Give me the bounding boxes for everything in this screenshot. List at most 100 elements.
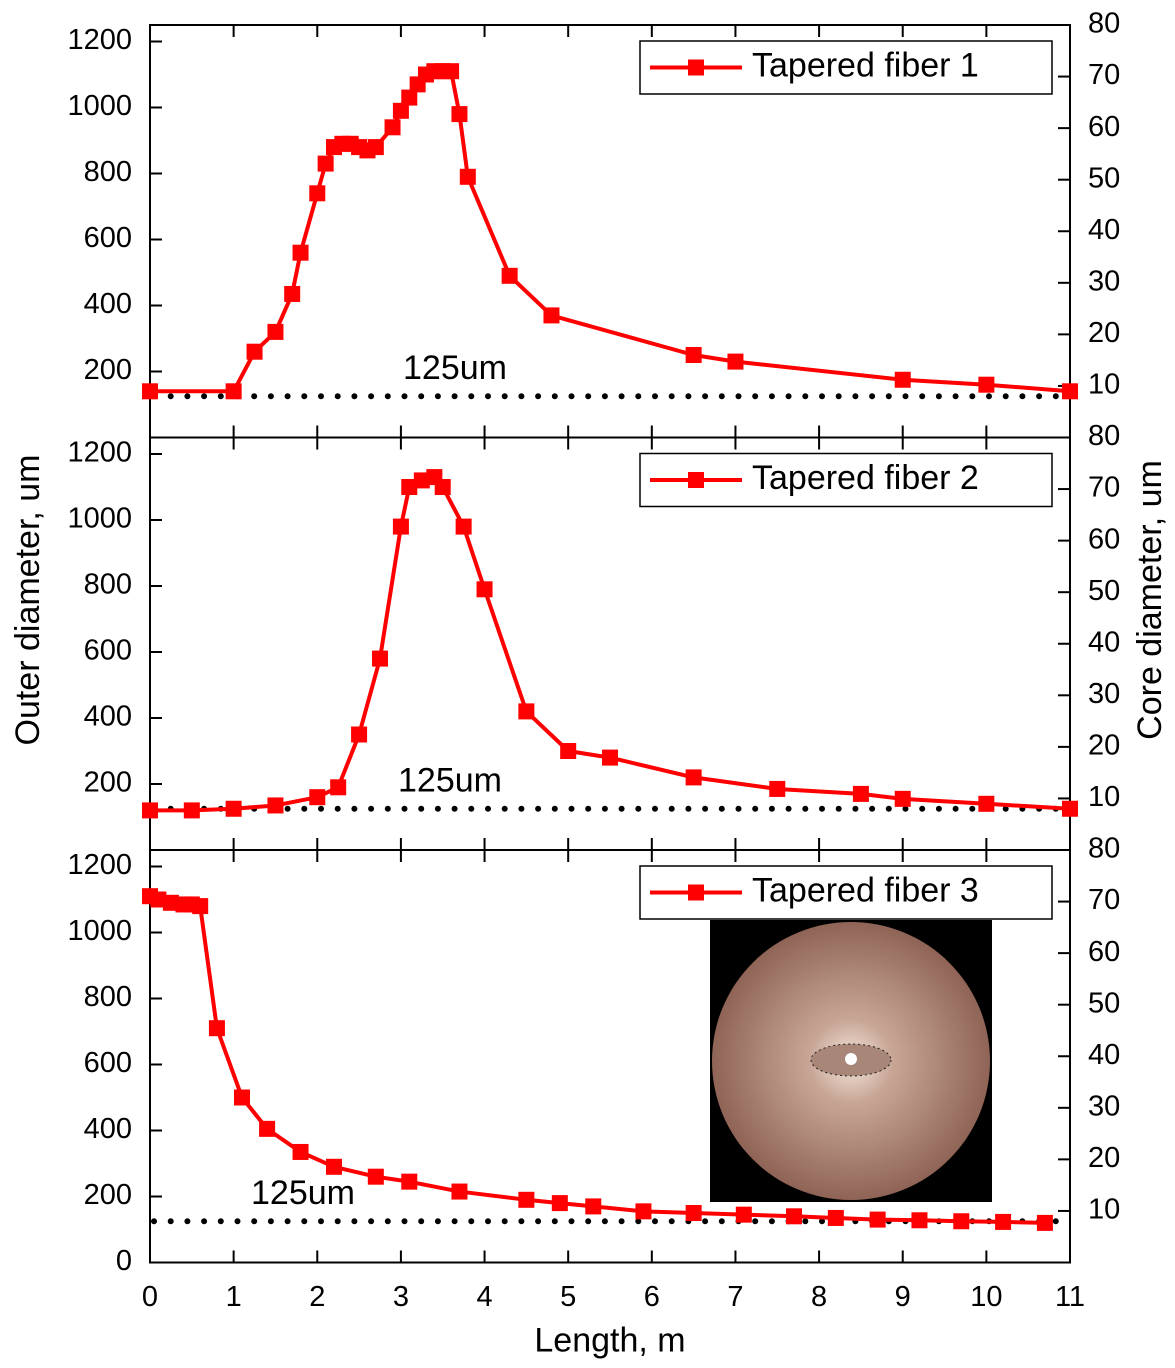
y-tick-label: 400 <box>84 701 132 733</box>
y2-tick-label: 60 <box>1088 111 1120 143</box>
legend-label: Tapered fiber 2 <box>752 459 979 497</box>
y2-tick-label: 30 <box>1088 265 1120 297</box>
reference-label: 125um <box>403 349 507 387</box>
data-point <box>150 891 167 908</box>
y2-tick-label: 70 <box>1088 472 1120 504</box>
data-point <box>685 1205 702 1221</box>
inset-photo <box>710 920 992 1202</box>
legend-marker <box>688 472 704 488</box>
reference-label: 125um <box>251 1174 355 1212</box>
data-point <box>267 797 284 814</box>
y-tick-label: 200 <box>84 767 132 799</box>
y-tick-label: 800 <box>84 981 132 1013</box>
data-point <box>518 1191 535 1208</box>
data-point <box>434 479 451 495</box>
data-point <box>401 479 418 495</box>
x-tick-label: 11 <box>1055 1281 1085 1313</box>
y-tick-label: 0 <box>116 1245 132 1277</box>
x-tick-label: 8 <box>811 1281 827 1313</box>
y2-tick-label: 50 <box>1088 987 1120 1019</box>
data-point <box>246 343 263 360</box>
data-point <box>735 1206 752 1223</box>
x-tick-label: 10 <box>970 1281 1002 1313</box>
x-tick-label: 6 <box>644 1281 660 1313</box>
data-point <box>685 769 702 786</box>
y2-tick-label: 40 <box>1088 214 1120 246</box>
data-point <box>911 1212 928 1229</box>
x-tick-label: 3 <box>393 1281 409 1313</box>
data-point <box>1062 383 1078 400</box>
data-point <box>292 1143 309 1160</box>
y2-tick-label: 30 <box>1088 1090 1120 1122</box>
data-point <box>455 518 472 535</box>
data-point <box>392 102 409 119</box>
legend-marker <box>688 884 704 901</box>
legend-label: Tapered fiber 3 <box>752 871 979 909</box>
y2-tick-label: 10 <box>1088 369 1120 401</box>
fiber-center <box>845 1053 857 1065</box>
y-tick-label: 1000 <box>67 503 132 535</box>
x-tick-label: 9 <box>895 1281 911 1313</box>
y-tick-label: 400 <box>84 288 132 320</box>
legend-label: Tapered fiber 1 <box>752 46 979 84</box>
data-point <box>317 155 334 172</box>
data-point <box>267 323 284 340</box>
x-tick-label: 7 <box>727 1281 743 1313</box>
data-point <box>443 63 460 80</box>
data-point <box>635 1203 652 1220</box>
data-point <box>309 789 326 806</box>
data-point <box>1036 1214 1053 1231</box>
data-point <box>953 1213 970 1230</box>
data-point <box>769 780 786 797</box>
data-point <box>384 119 401 136</box>
data-point <box>543 307 560 324</box>
data-point <box>292 244 309 261</box>
data-point <box>451 106 468 123</box>
data-point <box>852 785 869 802</box>
data-point <box>225 383 242 400</box>
data-point <box>459 168 476 185</box>
y-tick-label: 800 <box>84 569 132 601</box>
data-point <box>367 1168 384 1185</box>
y2-tick-label: 40 <box>1088 626 1120 658</box>
y-tick-label: 800 <box>84 156 132 188</box>
data-point <box>685 347 702 363</box>
data-point <box>225 800 242 817</box>
data-point <box>827 1209 844 1226</box>
data-point <box>501 267 518 284</box>
data-point <box>234 1089 250 1106</box>
x-tick-label: 2 <box>309 1281 325 1313</box>
y-tick-label: 400 <box>84 1113 132 1145</box>
x-tick-label: 0 <box>142 1281 158 1313</box>
data-point <box>413 472 430 489</box>
y2-tick-label: 10 <box>1088 781 1120 813</box>
data-point <box>894 790 911 807</box>
data-point <box>401 1173 418 1190</box>
data-point <box>183 802 200 819</box>
data-point <box>727 353 744 370</box>
y2-tick-label: 20 <box>1088 730 1120 762</box>
x-tick-label: 5 <box>560 1281 576 1313</box>
y2-tick-label: 60 <box>1088 936 1120 968</box>
y2-tick-label: 10 <box>1088 1194 1120 1226</box>
data-point <box>392 518 409 535</box>
y2-tick-label: 60 <box>1088 523 1120 555</box>
y-tick-label: 1200 <box>67 24 132 56</box>
data-point <box>476 581 493 598</box>
data-point <box>309 185 326 202</box>
data-point <box>330 779 347 796</box>
y2-tick-label: 20 <box>1088 1142 1120 1174</box>
data-point <box>602 749 618 766</box>
data-point <box>978 376 995 393</box>
legend-marker <box>688 59 704 76</box>
series-line <box>150 69 1071 394</box>
y2-tick-label: 20 <box>1088 317 1120 349</box>
data-point <box>259 1120 276 1137</box>
x-tick-label: 1 <box>226 1281 242 1313</box>
data-point <box>869 1211 886 1228</box>
y-tick-label: 600 <box>84 222 132 254</box>
x-tick-label: 4 <box>476 1281 492 1313</box>
data-point <box>372 650 388 667</box>
y-tick-label: 600 <box>84 635 132 667</box>
